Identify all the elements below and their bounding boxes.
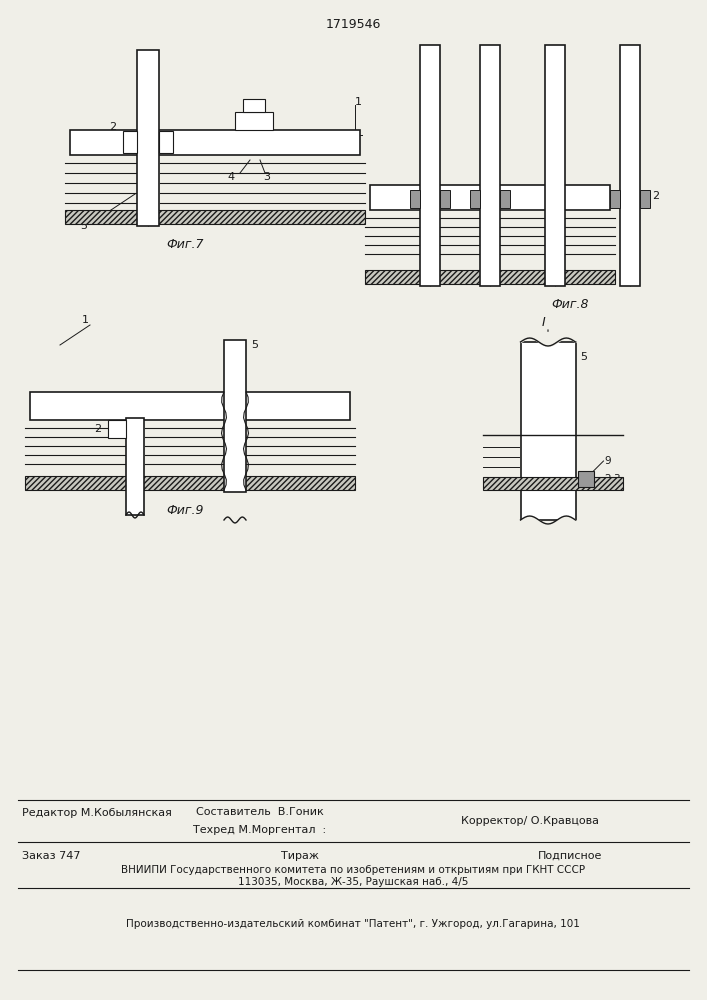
Text: 2: 2 <box>652 191 659 201</box>
Bar <box>410 190 420 208</box>
Bar <box>640 190 650 208</box>
Text: 1: 1 <box>355 97 362 107</box>
Bar <box>483 477 623 490</box>
Bar <box>365 270 615 284</box>
Bar <box>500 190 510 208</box>
Bar <box>235 112 273 130</box>
Bar <box>480 45 500 286</box>
Bar <box>610 190 620 208</box>
Text: Тираж: Тираж <box>281 851 319 861</box>
Text: Фиг.9: Фиг.9 <box>166 504 204 516</box>
Bar <box>25 476 355 490</box>
Text: Фиг.8: Фиг.8 <box>551 298 589 310</box>
Text: Фиг.10: Фиг.10 <box>525 506 571 518</box>
Text: Редактор М.Кобылянская: Редактор М.Кобылянская <box>22 808 172 818</box>
Text: Производственно-издательский комбинат "Патент", г. Ужгород, ул.Гагарина, 101: Производственно-издательский комбинат "П… <box>126 919 580 929</box>
Bar <box>30 392 350 420</box>
Text: 3: 3 <box>263 172 270 182</box>
Bar <box>520 342 575 520</box>
Bar <box>123 131 137 153</box>
Text: 2: 2 <box>109 122 116 132</box>
Bar <box>470 190 480 208</box>
Text: 1: 1 <box>82 315 89 325</box>
Text: I: I <box>542 316 546 328</box>
Bar <box>65 210 365 224</box>
Text: 2,3: 2,3 <box>604 474 621 484</box>
Bar <box>126 418 144 515</box>
Bar <box>620 45 640 286</box>
Text: 113035, Москва, Ж-35, Раушская наб., 4/5: 113035, Москва, Ж-35, Раушская наб., 4/5 <box>238 877 468 887</box>
Text: Заказ 747: Заказ 747 <box>22 851 81 861</box>
Bar <box>108 420 126 438</box>
Text: Корректор/ О.Кравцова: Корректор/ О.Кравцова <box>461 816 599 826</box>
Bar <box>578 471 593 487</box>
Bar <box>440 190 450 208</box>
Bar <box>545 45 565 286</box>
Text: Техред М.Моргентал  :: Техред М.Моргентал : <box>194 825 327 835</box>
Text: Фиг.7: Фиг.7 <box>166 237 204 250</box>
Text: 4: 4 <box>227 172 234 182</box>
Text: 2: 2 <box>94 424 101 434</box>
Text: Подписное: Подписное <box>538 851 602 861</box>
Text: 1719546: 1719546 <box>325 18 380 31</box>
Text: 5: 5 <box>375 192 382 202</box>
Text: Составитель  В.Гоник: Составитель В.Гоник <box>196 807 324 817</box>
Bar <box>70 130 360 155</box>
Text: 9: 9 <box>604 456 611 466</box>
Bar <box>420 45 440 286</box>
Bar <box>243 99 265 112</box>
Bar <box>137 50 159 226</box>
Text: 5: 5 <box>80 221 87 231</box>
Text: 5: 5 <box>251 340 258 350</box>
Bar <box>370 185 610 210</box>
Bar <box>159 131 173 153</box>
Text: ВНИИПИ Государственного комитета по изобретениям и открытиям при ГКНТ СССР: ВНИИПИ Государственного комитета по изоб… <box>121 865 585 875</box>
Bar <box>224 340 246 492</box>
Text: 5: 5 <box>580 352 588 362</box>
